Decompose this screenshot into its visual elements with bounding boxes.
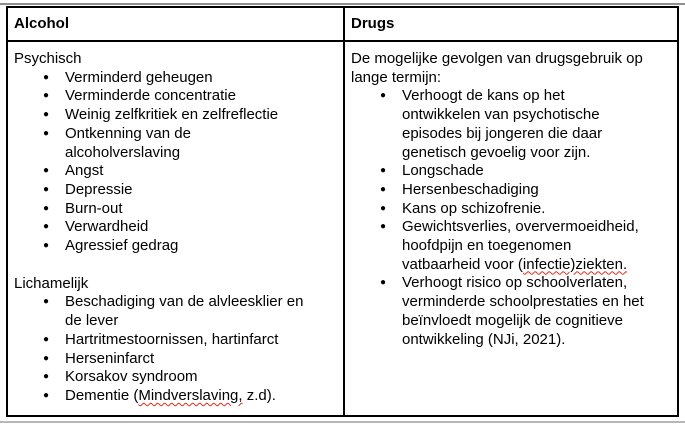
header-cell-drugs[interactable]: Drugs xyxy=(345,8,677,40)
list-item: Kans op schizofrenie. xyxy=(351,200,669,219)
list-item: Agressief gedrag xyxy=(14,237,335,256)
section-title-lichamelijk: Lichamelijk xyxy=(14,274,89,292)
list-item: Beschadiging van de alvleesklier en de l… xyxy=(14,293,335,330)
list-item: Gewichtsverlies, oververmoeidheid, hoofd… xyxy=(351,218,669,274)
list-item: Verhoogt risico op schoolverlaten, vermi… xyxy=(351,274,669,349)
section-title-psychisch: Psychisch xyxy=(14,50,82,67)
table-header-row: Alcohol Drugs xyxy=(8,8,677,42)
top-page-rule xyxy=(0,3,685,5)
list-item: Verminderde concentratie xyxy=(14,87,335,106)
lichamelijk-list: Beschadiging van de alvleesklier en de l… xyxy=(14,293,335,405)
list-item: Verhoogt de kans op het ontwikkelen van … xyxy=(351,87,669,162)
list-item: Korsakov syndroom xyxy=(14,368,335,387)
list-item: Ontkenning van de alcoholverslaving xyxy=(14,125,335,162)
list-item: Depressie xyxy=(14,181,335,200)
misspelled-word: infectie)ziekten. xyxy=(522,255,628,273)
header-cell-alcohol[interactable]: Alcohol xyxy=(8,8,345,40)
list-item: Hersenbeschadiging xyxy=(351,181,669,200)
psychisch-section: Psychisch Verminderd geheugenVerminderde… xyxy=(14,50,335,256)
alcohol-cell[interactable]: Psychisch Verminderd geheugenVerminderde… xyxy=(8,42,345,415)
list-item: Hartritmestoornissen, hartinfarct xyxy=(14,331,335,350)
lichamelijk-section: Lichamelijk Beschadiging van de alvleesk… xyxy=(14,275,335,406)
list-item: Angst xyxy=(14,162,335,181)
drugs-intro-text: De mogelijke gevolgen van drugsgebruik o… xyxy=(351,50,643,86)
drugs-list: Verhoogt de kans op het ontwikkelen van … xyxy=(351,87,669,349)
effects-comparison-table: Alcohol Drugs Psychisch Verminderd geheu… xyxy=(6,6,679,417)
list-item: Verwardheid xyxy=(14,218,335,237)
misspelled-word: Mindverslaving, xyxy=(138,386,243,404)
column-header-alcohol: Alcohol xyxy=(14,15,69,32)
list-item: Longschade xyxy=(351,162,669,181)
list-item: Verminderd geheugen xyxy=(14,69,335,88)
drugs-cell[interactable]: De mogelijke gevolgen van drugsgebruik o… xyxy=(345,42,677,415)
list-item: Weinig zelfkritiek en zelfreflectie xyxy=(14,106,335,125)
list-item: Burn-out xyxy=(14,200,335,219)
list-item: Herseninfarct xyxy=(14,350,335,369)
list-item: Dementie (Mindverslaving, z.d). xyxy=(14,387,335,406)
table-body-row: Psychisch Verminderd geheugenVerminderde… xyxy=(8,42,677,415)
psychisch-list: Verminderd geheugenVerminderde concentra… xyxy=(14,69,335,256)
column-header-drugs: Drugs xyxy=(351,15,395,32)
bottom-page-rule xyxy=(0,421,685,423)
